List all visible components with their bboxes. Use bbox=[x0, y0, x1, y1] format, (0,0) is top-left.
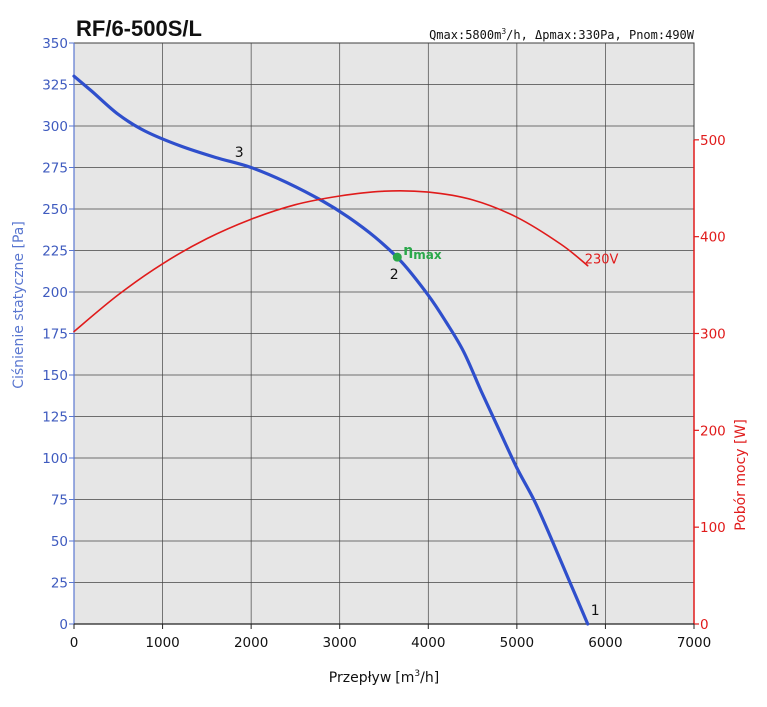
y-right-tick-label: 300 bbox=[700, 327, 726, 343]
y-left-tick-label: 225 bbox=[42, 244, 68, 260]
chart-title: RF/6-500S/L bbox=[76, 16, 202, 41]
x-tick-label: 2000 bbox=[234, 635, 268, 651]
annotations: 230V 1 2 3 ηmax bbox=[235, 145, 619, 619]
operating-point-label: 3 bbox=[235, 145, 244, 161]
y-left-tick-label: 25 bbox=[51, 576, 68, 592]
fan-spec-text: Qmax:5800m3/h, Δpmax:330Pa, Pnom:490W bbox=[429, 27, 695, 42]
y-right-tick-label: 500 bbox=[700, 133, 726, 149]
efficiency-max-marker bbox=[392, 252, 402, 262]
operating-point-label: 2 bbox=[390, 267, 399, 283]
y-left-tick-label: 175 bbox=[42, 327, 68, 343]
y-left-tick-label: 300 bbox=[42, 119, 68, 135]
y-left-tick-label: 325 bbox=[42, 78, 68, 94]
y-left-tick-label: 150 bbox=[42, 368, 68, 384]
y-axis-right-label: Pobór mocy [W] bbox=[733, 419, 749, 531]
y-left-tick-label: 200 bbox=[42, 285, 68, 301]
y-left-tick-label: 275 bbox=[42, 161, 68, 177]
tick-labels: 0255075100125150175200225250275300325350… bbox=[42, 36, 726, 651]
power-curve bbox=[73, 190, 589, 333]
y-left-tick-label: 125 bbox=[42, 410, 68, 426]
x-tick-label: 6000 bbox=[588, 635, 622, 651]
y-left-tick-label: 0 bbox=[59, 617, 68, 633]
y-right-tick-label: 200 bbox=[700, 423, 726, 439]
y-left-tick-label: 350 bbox=[42, 36, 68, 52]
y-left-tick-label: 75 bbox=[51, 493, 68, 509]
pressure-curve bbox=[72, 74, 590, 626]
x-tick-label: 1000 bbox=[145, 635, 179, 651]
x-axis-label: Przepływ [m3/h] bbox=[329, 669, 439, 686]
operating-point-label: 1 bbox=[591, 603, 600, 619]
x-tick-label: 7000 bbox=[677, 635, 711, 651]
y-right-tick-label: 100 bbox=[700, 520, 726, 536]
series-label-230v: 230V bbox=[585, 253, 619, 268]
y-right-tick-label: 400 bbox=[700, 230, 726, 246]
y-left-tick-label: 50 bbox=[51, 534, 68, 550]
y-left-tick-label: 100 bbox=[42, 451, 68, 467]
y-axis-left-label: Ciśnienie statyczne [Pa] bbox=[11, 221, 27, 389]
x-tick-label: 0 bbox=[70, 635, 79, 651]
x-tick-label: 5000 bbox=[500, 635, 534, 651]
x-tick-label: 3000 bbox=[323, 635, 357, 651]
efficiency-max-label: ηmax bbox=[403, 243, 442, 262]
x-tick-label: 4000 bbox=[411, 635, 445, 651]
y-right-tick-label: 0 bbox=[700, 617, 709, 633]
series-layer bbox=[72, 74, 590, 626]
y-left-tick-label: 250 bbox=[42, 202, 68, 218]
